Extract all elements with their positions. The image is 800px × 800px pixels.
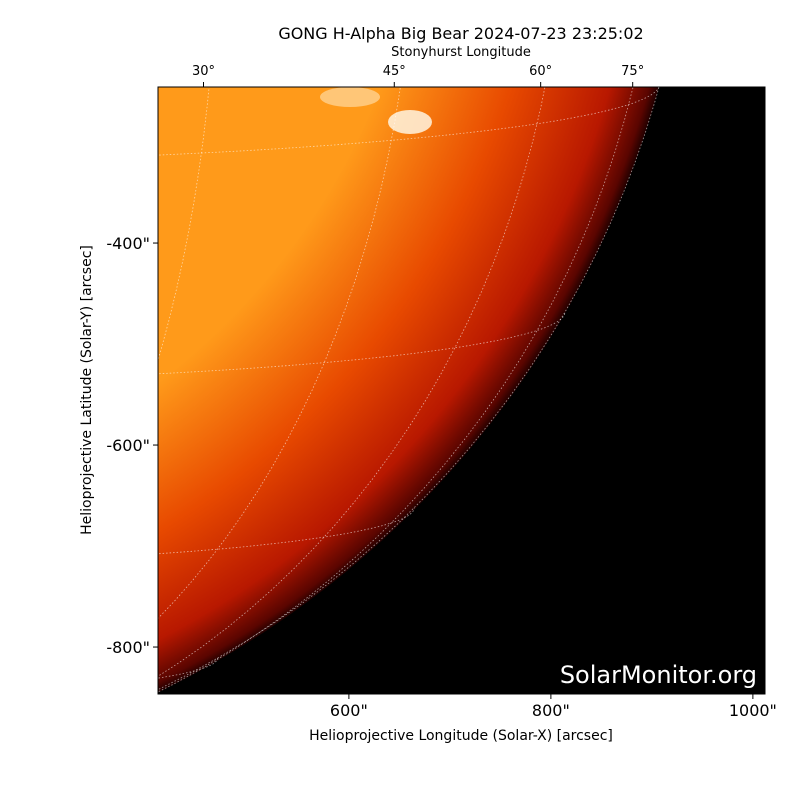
top-tick-label: 60° bbox=[529, 64, 552, 79]
latitude-line bbox=[158, 507, 415, 555]
watermark: SolarMonitor.org bbox=[560, 661, 757, 689]
y-axis-label: Helioprojective Latitude (Solar-Y) [arcs… bbox=[79, 245, 95, 535]
latitude-line bbox=[158, 311, 566, 375]
bright-region bbox=[388, 110, 432, 134]
latitude-line bbox=[158, 87, 660, 156]
x-tick-label: 1000" bbox=[729, 701, 777, 720]
y-tick-label: -600" bbox=[106, 436, 150, 455]
plot-area bbox=[158, 87, 660, 693]
y-tick-label: -400" bbox=[106, 234, 150, 253]
top-axis-label: Stonyhurst Longitude bbox=[391, 45, 531, 60]
bright-region bbox=[320, 87, 380, 107]
x-tick-label: 600" bbox=[330, 701, 368, 720]
y-tick-label: -800" bbox=[106, 638, 150, 657]
x-tick-label: 800" bbox=[532, 701, 570, 720]
top-tick-label: 30° bbox=[192, 64, 215, 79]
plot-frame bbox=[157, 86, 766, 695]
top-tick-label: 45° bbox=[383, 64, 406, 79]
x-axis-label: Helioprojective Longitude (Solar-X) [arc… bbox=[309, 728, 613, 744]
solar-disk bbox=[158, 87, 659, 693]
top-tick-label: 75° bbox=[621, 64, 644, 79]
chart-title: GONG H-Alpha Big Bear 2024-07-23 23:25:0… bbox=[278, 24, 643, 43]
